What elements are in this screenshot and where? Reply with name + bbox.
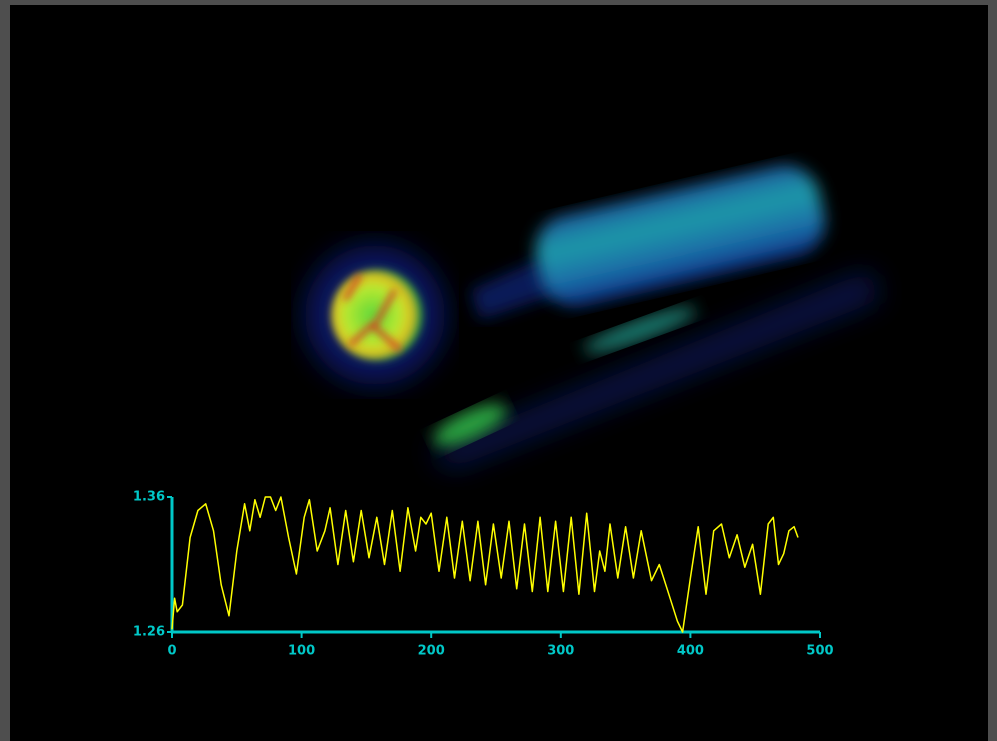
x-tick-label: 100 [288, 644, 315, 659]
y-tick-label: 1.26 [133, 625, 165, 640]
data-line [171, 496, 799, 633]
y-tick-label: 1.36 [133, 490, 165, 505]
x-tick-label: 300 [547, 644, 574, 659]
plot: 1.26 1.36 0 100 200 300 400 500 [133, 490, 834, 659]
x-tick-label: 200 [418, 644, 445, 659]
scan-image [305, 165, 880, 470]
x-tick-label: 500 [806, 644, 833, 659]
x-tick-label: 0 [167, 644, 176, 659]
x-tick-label: 400 [677, 644, 704, 659]
